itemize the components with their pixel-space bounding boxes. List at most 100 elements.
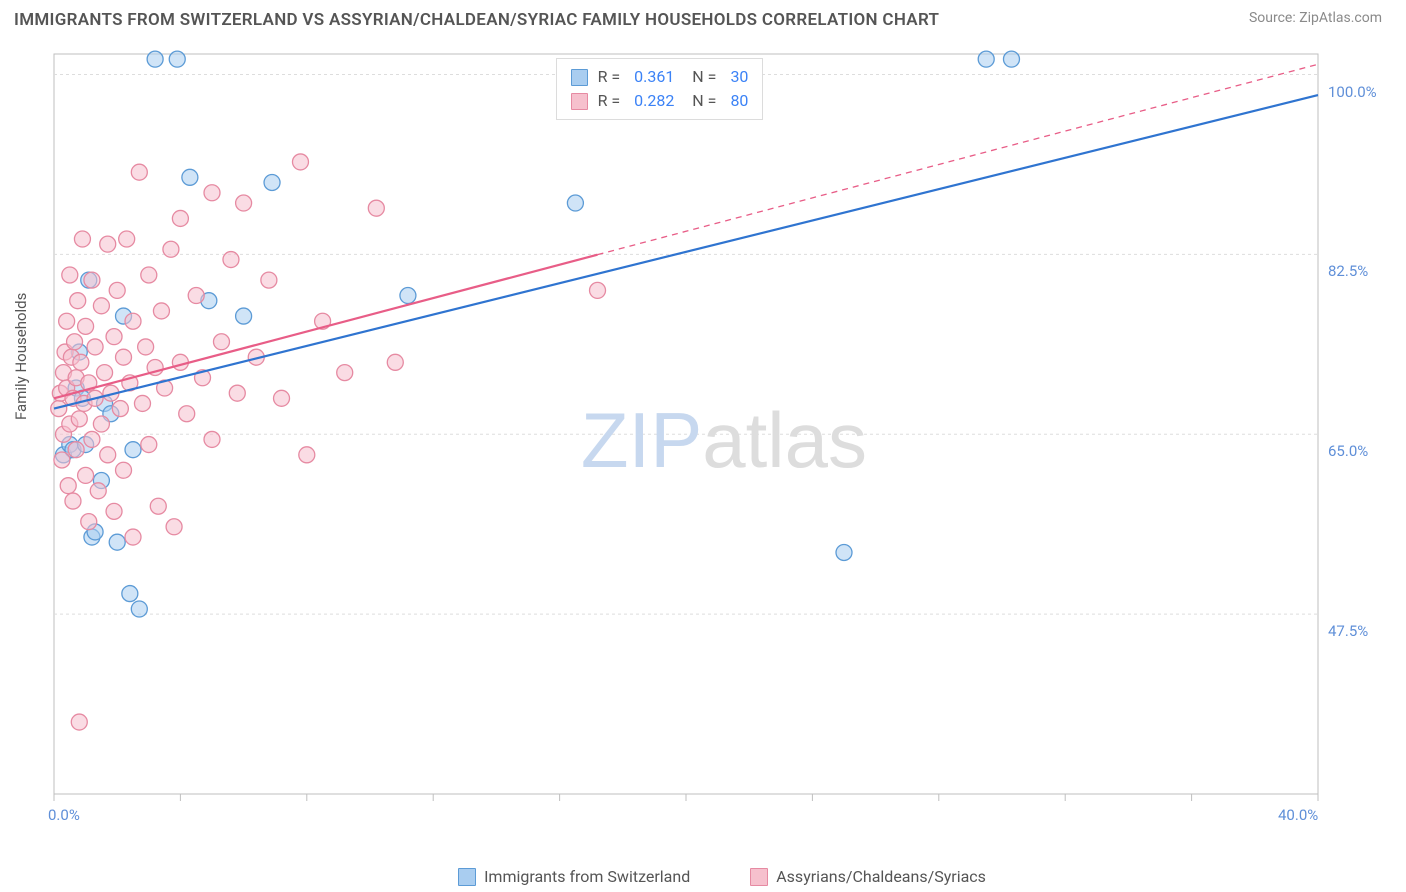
scatter-point-assyrian [73, 354, 89, 370]
bottom-legend: Immigrants from Switzerland Assyrians/Cha… [50, 867, 1394, 886]
plot-area: ZIPatlas R = 0.361 N = 30R = 0.282 N = 8… [50, 50, 1394, 830]
scatter-point-assyrian [134, 395, 150, 411]
scatter-point-assyrian [106, 503, 122, 519]
scatter-point-assyrian [188, 288, 204, 304]
legend-label: Assyrians/Chaldeans/Syriacs [776, 867, 986, 886]
scatter-point-assyrian [87, 339, 103, 355]
title-bar: IMMIGRANTS FROM SWITZERLAND VS ASSYRIAN/… [0, 0, 1406, 36]
scatter-point-assyrian [93, 298, 109, 314]
scatter-point-assyrian [236, 195, 252, 211]
scatter-point-swiss [169, 51, 185, 67]
legend-n-value: 30 [730, 65, 748, 89]
scatter-point-assyrian [65, 493, 81, 509]
scatter-point-assyrian [116, 349, 132, 365]
scatter-point-assyrian [172, 210, 188, 226]
scatter-point-assyrian [204, 431, 220, 447]
legend-label: Immigrants from Switzerland [484, 867, 690, 886]
scatter-point-assyrian [166, 519, 182, 535]
scatter-point-assyrian [261, 272, 277, 288]
scatter-point-assyrian [590, 282, 606, 298]
scatter-point-assyrian [100, 236, 116, 252]
scatter-point-assyrian [125, 529, 141, 545]
bottom-legend-item: Immigrants from Switzerland [458, 867, 690, 886]
scatter-point-assyrian [78, 318, 94, 334]
scatter-point-swiss [264, 174, 280, 190]
scatter-point-assyrian [153, 303, 169, 319]
scatter-point-assyrian [71, 714, 87, 730]
scatter-point-swiss [836, 544, 852, 560]
legend-n-value: 80 [730, 89, 748, 113]
scatter-point-assyrian [179, 406, 195, 422]
scatter-point-swiss [125, 442, 141, 458]
legend-r-label: R = [598, 89, 625, 113]
legend-swatch [750, 868, 768, 886]
scatter-point-assyrian [90, 483, 106, 499]
scatter-point-assyrian [125, 313, 141, 329]
scatter-point-assyrian [116, 462, 132, 478]
scatter-point-assyrian [60, 478, 76, 494]
scatter-point-assyrian [229, 385, 245, 401]
source-label: Source: ZipAtlas.com [1249, 10, 1382, 26]
y-tick-label: 82.5% [1328, 262, 1368, 280]
scatter-point-swiss [109, 534, 125, 550]
correlation-legend-row-swiss: R = 0.361 N = 30 [571, 65, 749, 89]
scatter-point-assyrian [68, 442, 84, 458]
scatter-point-assyrian [109, 282, 125, 298]
scatter-plot-svg [50, 50, 1394, 830]
scatter-point-swiss [236, 308, 252, 324]
scatter-point-assyrian [74, 231, 90, 247]
legend-r-value: 0.361 [634, 65, 674, 89]
scatter-point-assyrian [84, 431, 100, 447]
scatter-point-assyrian [59, 313, 75, 329]
scatter-point-assyrian [62, 267, 78, 283]
chart-title: IMMIGRANTS FROM SWITZERLAND VS ASSYRIAN/… [14, 10, 939, 30]
scatter-point-swiss [131, 601, 147, 617]
trend-line-swiss [54, 95, 1318, 408]
scatter-point-assyrian [81, 514, 97, 530]
scatter-point-assyrian [119, 231, 135, 247]
scatter-point-assyrian [213, 334, 229, 350]
scatter-point-assyrian [84, 272, 100, 288]
correlation-legend-box: R = 0.361 N = 30R = 0.282 N = 80 [556, 58, 764, 120]
scatter-point-swiss [122, 586, 138, 602]
scatter-point-assyrian [97, 365, 113, 381]
scatter-point-assyrian [223, 252, 239, 268]
legend-n-label: N = [684, 89, 720, 113]
y-tick-label: 47.5% [1328, 622, 1368, 640]
scatter-point-assyrian [93, 416, 109, 432]
scatter-point-assyrian [299, 447, 315, 463]
legend-r-label: R = [598, 65, 625, 89]
scatter-point-assyrian [54, 452, 70, 468]
scatter-point-assyrian [141, 267, 157, 283]
y-tick-label: 100.0% [1328, 83, 1377, 101]
scatter-point-assyrian [78, 467, 94, 483]
legend-r-value: 0.282 [634, 89, 674, 113]
legend-n-label: N = [684, 65, 720, 89]
scatter-point-assyrian [70, 293, 86, 309]
scatter-point-swiss [400, 288, 416, 304]
scatter-point-assyrian [51, 401, 67, 417]
scatter-point-assyrian [100, 447, 116, 463]
y-tick-label: 65.0% [1328, 442, 1368, 460]
x-tick-label: 40.0% [1278, 806, 1318, 824]
scatter-point-assyrian [204, 185, 220, 201]
y-axis-label: Family Households [12, 293, 30, 420]
scatter-point-assyrian [292, 154, 308, 170]
scatter-point-assyrian [368, 200, 384, 216]
scatter-point-assyrian [67, 334, 83, 350]
scatter-point-assyrian [150, 498, 166, 514]
legend-swatch-swiss [571, 69, 588, 86]
scatter-point-assyrian [71, 411, 87, 427]
x-tick-label: 0.0% [48, 806, 80, 824]
scatter-point-assyrian [163, 241, 179, 257]
scatter-point-swiss [182, 169, 198, 185]
scatter-point-assyrian [337, 365, 353, 381]
scatter-point-assyrian [131, 164, 147, 180]
legend-swatch-assyrian [571, 93, 588, 110]
legend-swatch [458, 868, 476, 886]
correlation-legend-row-assyrian: R = 0.282 N = 80 [571, 89, 749, 113]
scatter-point-assyrian [274, 390, 290, 406]
scatter-point-swiss [978, 51, 994, 67]
scatter-point-assyrian [106, 329, 122, 345]
scatter-point-assyrian [112, 401, 128, 417]
